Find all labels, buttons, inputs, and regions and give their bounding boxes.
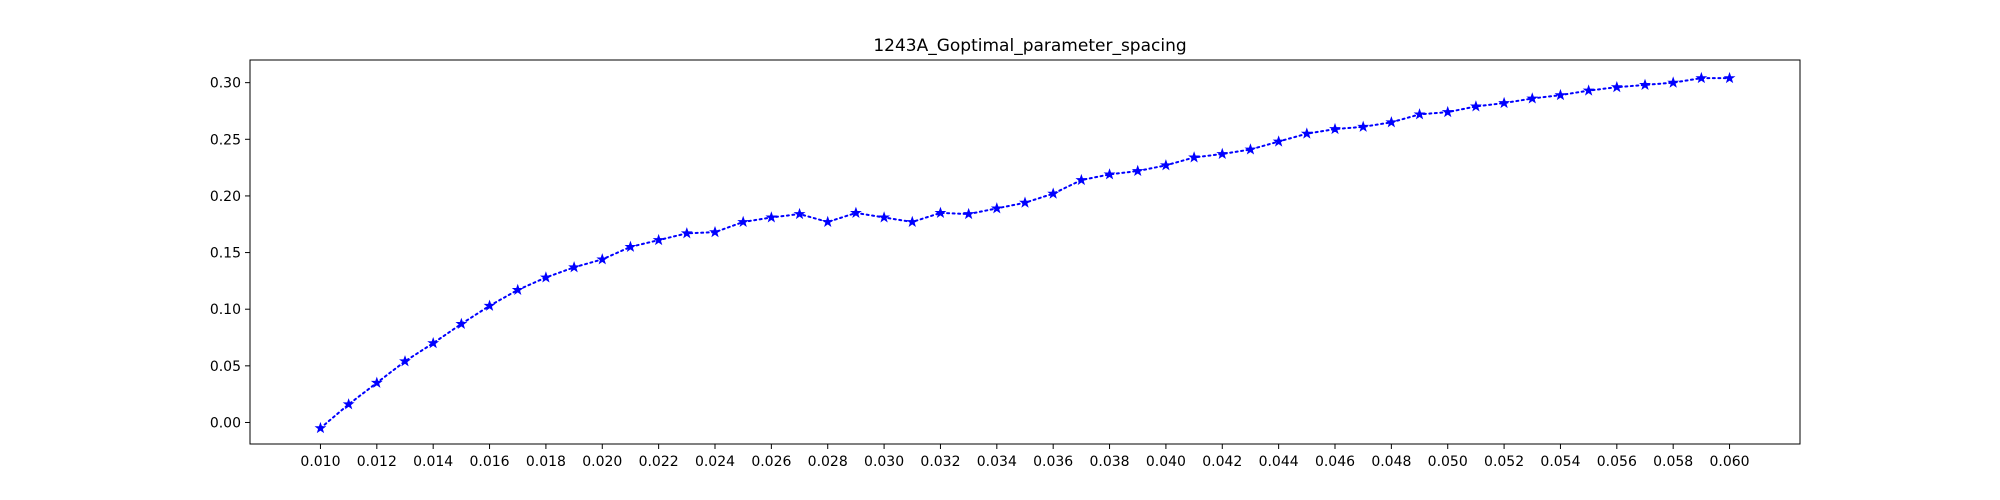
data-point	[1357, 120, 1370, 132]
data-point	[511, 283, 524, 295]
x-tick-label: 0.052	[1484, 454, 1524, 470]
data-point	[1639, 78, 1651, 90]
y-tick-label: 0.20	[210, 189, 241, 205]
data-point	[821, 215, 834, 228]
data-point	[962, 207, 975, 220]
data-point	[934, 206, 947, 218]
data-point	[1498, 96, 1511, 109]
x-tick-label: 0.014	[413, 454, 453, 470]
x-tick-label: 0.042	[1202, 454, 1242, 470]
data-point	[1413, 108, 1426, 120]
data-point	[1188, 151, 1201, 163]
x-tick-label: 0.046	[1315, 454, 1355, 470]
x-tick-label: 0.020	[582, 454, 622, 470]
x-tick-label: 0.030	[864, 454, 904, 470]
data-point	[370, 376, 383, 388]
data-point	[1385, 116, 1398, 128]
data-point	[1159, 159, 1172, 171]
data-point	[1667, 76, 1680, 88]
data-point	[765, 211, 778, 223]
data-point	[1244, 143, 1257, 155]
data-point	[878, 211, 891, 223]
data-point	[1047, 187, 1060, 199]
x-tick-label: 0.010	[300, 454, 340, 470]
data-point	[709, 225, 721, 238]
data-point	[1019, 196, 1031, 208]
y-tick-label: 0.30	[210, 76, 241, 92]
y-tick-label: 0.05	[210, 359, 241, 375]
x-tick-label: 0.054	[1540, 454, 1580, 470]
x-tick-label: 0.034	[977, 454, 1017, 470]
data-point	[1554, 88, 1567, 101]
x-tick-label: 0.044	[1259, 454, 1299, 470]
data-point	[427, 336, 440, 349]
data-point	[1103, 168, 1116, 180]
data-point	[539, 271, 552, 283]
axes-frame	[249, 59, 1801, 445]
y-tick-label: 0.00	[210, 415, 241, 431]
plot-area: 0.010 0.012 0.014 0.016 0.018 0.020 0.022 0.024…	[210, 59, 1801, 470]
x-tick-label: 0.048	[1371, 454, 1411, 470]
x-tick-label: 0.018	[526, 454, 566, 470]
data-point	[990, 202, 1003, 214]
x-tick-label: 0.032	[920, 454, 960, 470]
data-point	[483, 299, 496, 311]
data-point	[455, 317, 468, 329]
data-point	[1216, 147, 1229, 160]
data-point	[1131, 164, 1144, 177]
data-point	[737, 215, 750, 228]
x-tick-label: 0.026	[751, 454, 791, 470]
x-tick-label: 0.038	[1089, 454, 1129, 470]
data-point	[1300, 127, 1313, 139]
data-point	[1582, 84, 1595, 96]
data-point	[342, 398, 355, 410]
data-point	[680, 227, 693, 239]
data-point	[1075, 173, 1088, 186]
x-tick-label: 0.058	[1653, 454, 1693, 470]
x-tick-label: 0.036	[1033, 454, 1073, 470]
data-point	[1695, 71, 1708, 84]
x-tick-label: 0.040	[1146, 454, 1186, 470]
data-point	[793, 207, 806, 220]
x-tick-label: 0.024	[695, 454, 735, 470]
data-point	[906, 215, 919, 228]
data-point	[1526, 92, 1539, 104]
y-tick-label: 0.10	[210, 302, 241, 318]
data-point	[1723, 71, 1736, 84]
data-point	[849, 206, 862, 218]
data-point	[1441, 105, 1454, 118]
data-point	[652, 233, 665, 246]
data-point	[1329, 122, 1341, 135]
data-point	[568, 261, 581, 273]
chart-title: 1243A_Goptimal_parameter_spacing	[873, 36, 1186, 56]
x-tick-label: 0.050	[1428, 454, 1468, 470]
x-tick-label: 0.060	[1709, 454, 1749, 470]
x-tick-label: 0.056	[1597, 454, 1637, 470]
x-tick-label: 0.012	[357, 454, 397, 470]
x-tick-label: 0.016	[469, 454, 509, 470]
data-point	[1610, 80, 1623, 93]
y-tick-label: 0.15	[210, 246, 241, 262]
x-tick-label: 0.028	[808, 454, 848, 470]
data-point	[314, 421, 327, 434]
data-point	[1469, 100, 1482, 112]
x-tick-label: 0.022	[639, 454, 679, 470]
y-tick-label: 0.25	[210, 132, 241, 148]
data-point	[1272, 135, 1285, 147]
data-point	[624, 240, 637, 252]
data-point	[596, 253, 609, 265]
data-point	[399, 355, 411, 367]
